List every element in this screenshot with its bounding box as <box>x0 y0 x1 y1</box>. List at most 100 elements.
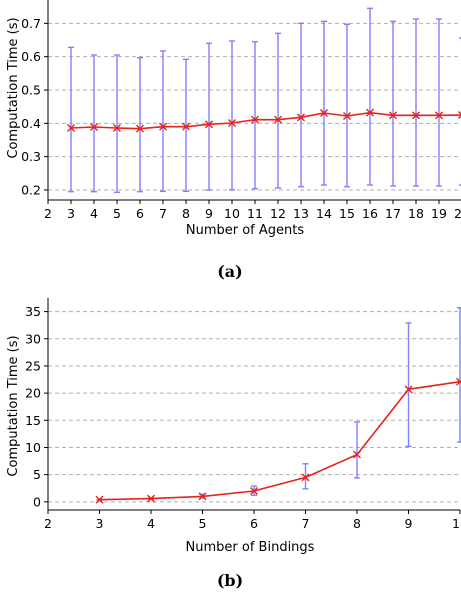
chart-a-data-point <box>389 111 397 120</box>
chart-b-y-tick-label: 35 <box>25 304 41 319</box>
chart-b-x-tick-label: 6 <box>250 516 258 531</box>
chart-b-x-tick-label: 7 <box>302 516 310 531</box>
chart-b-data-point <box>404 385 413 394</box>
chart-b-x-tick-label: 9 <box>405 516 413 531</box>
chart-a-data-point <box>205 120 213 129</box>
chart-a-data-point <box>412 111 420 120</box>
chart-a-marker-stroke <box>366 108 374 117</box>
chart-b-x-tick-label: 8 <box>353 516 361 531</box>
chart-a-x-tick-label: 12 <box>270 206 286 221</box>
chart-a-x-tick-label: 10 <box>224 206 240 221</box>
chart-a-marker-stroke <box>90 123 98 131</box>
chart-a-data-point <box>251 115 259 124</box>
chart-b-error-bars <box>96 307 461 501</box>
chart-b-y-ticks: 0 5 10 15 20 25 30 35 <box>25 304 48 509</box>
chart-a-x-tick-label: 3 <box>67 206 75 221</box>
chart-a-data-point <box>113 124 121 132</box>
chart-a-x-tick-label: 15 <box>339 206 355 221</box>
chart-a-data-point <box>136 124 144 133</box>
chart-b-data-point <box>95 495 104 504</box>
chart-b-y-tick-label: 5 <box>33 467 41 482</box>
chart-a-data-point <box>228 119 236 127</box>
chart-b-marker-stroke <box>250 486 258 495</box>
chart-b-x-axis-label: Number of Bindings <box>186 540 315 555</box>
chart-a-marker-stroke <box>228 119 236 127</box>
chart-a-x-tick-label: 13 <box>293 206 309 221</box>
chart-a-x-tick-label: 2 <box>44 206 52 221</box>
chart-a-marker-stroke <box>435 111 443 120</box>
chart-a-x-tick-label: 7 <box>159 206 167 221</box>
chart-a-data-point <box>343 112 351 120</box>
chart-a-y-tick-label: 0.2 <box>21 183 41 198</box>
chart-a-x-tick-label: 5 <box>113 206 121 221</box>
chart-b-data-point <box>301 473 310 482</box>
chart-b-y-tick-label: 10 <box>25 440 41 455</box>
chart-b-series-line <box>99 380 461 501</box>
chart-b-y-tick-label: 30 <box>25 331 41 346</box>
chart-b-caption: (b) <box>217 571 243 590</box>
chart-a-marker-stroke <box>113 124 121 132</box>
chart-a-x-tick-label: 18 <box>408 206 424 221</box>
chart-a-marker-stroke <box>320 109 328 117</box>
chart-a-data-point <box>182 122 190 131</box>
chart-b: 2 3 4 5 6 7 8 9 10 0 5 10 15 20 25 30 35 Number of Bind… <box>6 298 461 590</box>
chart-a-x-tick-label: 8 <box>182 206 190 221</box>
chart-b-y-axis-label: Computation Time (s) <box>6 335 21 476</box>
chart-a-marker-stroke <box>67 124 75 132</box>
chart-a-marker-stroke <box>389 111 397 120</box>
chart-a-series-line <box>70 111 461 130</box>
chart-b-axes <box>47 298 460 511</box>
chart-a-y-tick-label: 0.5 <box>21 83 41 98</box>
chart-b-x-tick-label: 2 <box>44 516 52 531</box>
chart-b-data-point <box>147 494 155 503</box>
chart-a-data-point <box>320 109 328 117</box>
chart-b-marker-stroke <box>353 450 361 459</box>
chart-b-data-point <box>250 486 258 495</box>
chart-a-x-tick-label: 19 <box>431 206 447 221</box>
chart-a-data-point <box>274 115 282 124</box>
chart-a-y-tick-label: 0.7 <box>21 16 41 31</box>
chart-b-marker-stroke <box>456 379 461 386</box>
chart-b-marker-stroke <box>147 494 155 503</box>
chart-b-grid <box>48 311 460 503</box>
chart-b-x-tick-label: 3 <box>96 516 104 531</box>
chart-b-y-tick-label: 15 <box>25 413 41 428</box>
chart-b-y-tick-label: 25 <box>25 358 41 373</box>
chart-b-marker-stroke <box>301 473 310 482</box>
chart-a-data-point <box>90 123 98 131</box>
chart-a-y-axis-label: Computation Time (s) <box>6 17 21 158</box>
chart-a-marker-stroke <box>136 124 144 133</box>
chart-a-x-tick-label: 16 <box>362 206 378 221</box>
chart-a-error-bars <box>68 7 461 194</box>
chart-a-marker-stroke <box>343 112 351 120</box>
chart-a-data-point <box>435 111 443 120</box>
chart-b-data-point <box>456 377 461 386</box>
chart-a-data-point <box>458 111 461 119</box>
chart-b-y-tick-label: 20 <box>25 386 41 401</box>
chart-a-marker-stroke <box>159 122 167 131</box>
chart-b-marker-stroke <box>95 495 104 504</box>
chart-a-marker-stroke <box>274 115 282 124</box>
chart-a-y-tick-label: 0.3 <box>21 149 41 164</box>
chart-a-x-tick-label: 9 <box>205 206 213 221</box>
chart-b-x-ticks: 2 3 4 5 6 7 8 9 10 <box>44 510 461 531</box>
chart-a-marker-stroke <box>251 115 259 124</box>
chart-b-y-tick-label: 0 <box>33 494 41 509</box>
chart-b-marker-stroke <box>198 492 207 501</box>
chart-a-data-point <box>366 108 374 117</box>
chart-a-data-point <box>297 113 305 122</box>
chart-b-x-tick-label: 4 <box>147 516 155 531</box>
chart-b-markers <box>95 377 461 504</box>
chart-a-y-tick-label: 0.4 <box>21 116 41 131</box>
chart-a-x-axis-label: Number of Agents <box>186 223 304 238</box>
chart-b-data-point <box>198 492 207 501</box>
chart-a-marker-stroke <box>205 120 213 129</box>
chart-a-marker-stroke <box>458 111 461 115</box>
chart-b-x-tick-label: 10 <box>452 516 461 531</box>
chart-b-marker-stroke <box>404 385 413 394</box>
chart-b-x-tick-label: 5 <box>199 516 207 531</box>
chart-a-x-tick-label: 14 <box>316 206 332 221</box>
